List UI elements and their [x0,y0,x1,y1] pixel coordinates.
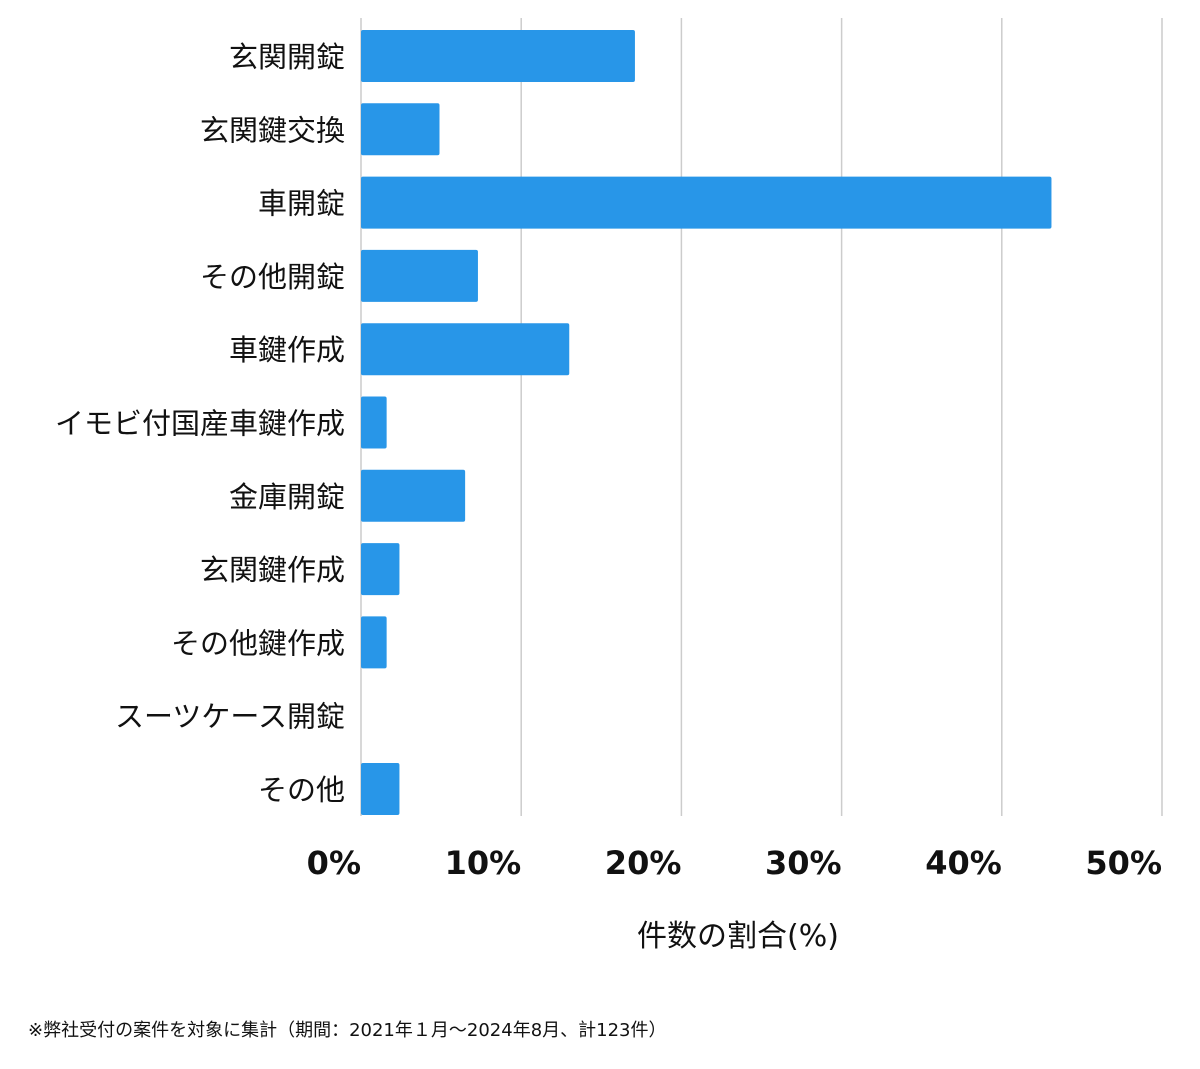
bar [361,469,466,522]
x-axis-title: 件数の割合(%) [637,919,839,954]
gridlines [360,18,1163,816]
category-label: 金庫開錠 [229,480,345,514]
footnote: ※弊社受付の案件を対象に集計（期間：2021年１月〜2024年8月、計123件） [28,1020,667,1041]
x-tick-label: 40% [925,844,1002,882]
bar [361,103,440,156]
bar [361,323,570,376]
x-tick-label: 0% [307,844,361,882]
category-label: その他鍵作成 [171,626,345,660]
bar [361,616,387,669]
bar [361,543,400,596]
category-label: 玄関鍵交換 [200,113,345,147]
bars [361,30,1052,815]
x-tick-labels: 0% 10% 20% 30% 40% 50% [307,844,1162,882]
category-labels: 玄関開錠玄関鍵交換車開錠その他開錠車鍵作成イモビ付国産車鍵作成金庫開錠玄関鍵作成… [55,40,345,807]
x-tick-label: 30% [765,844,842,882]
category-label: 玄関開錠 [229,40,345,74]
bar [361,30,635,82]
category-label: スーツケース開錠 [115,700,345,734]
x-tick-label: 50% [1085,844,1162,882]
bar [361,763,400,815]
bar [361,176,1052,229]
x-tick-label: 20% [605,844,682,882]
bar-chart: 玄関開錠玄関鍵交換車開錠その他開錠車鍵作成イモビ付国産車鍵作成金庫開錠玄関鍵作成… [55,18,1163,954]
bar [361,249,478,302]
category-label: 車鍵作成 [229,333,345,367]
category-label: 玄関鍵作成 [200,553,345,587]
x-tick-label: 10% [445,844,522,882]
category-label: イモビ付国産車鍵作成 [55,407,345,441]
category-label: その他開錠 [200,260,345,294]
bar [361,396,387,449]
category-label: その他 [258,773,345,807]
category-label: 車開錠 [258,187,345,221]
